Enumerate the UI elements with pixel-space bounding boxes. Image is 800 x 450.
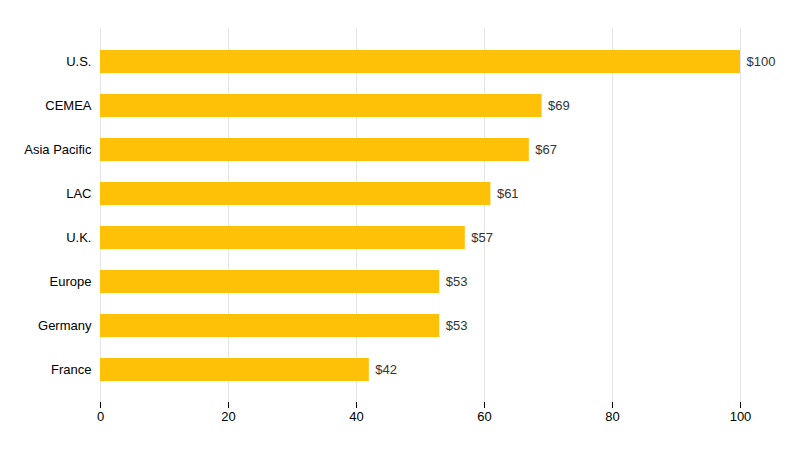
- svg-text:$100: $100: [747, 54, 776, 69]
- svg-text:$67: $67: [535, 142, 557, 157]
- svg-text:$53: $53: [446, 318, 468, 333]
- svg-text:40: 40: [349, 409, 363, 424]
- svg-text:LAC: LAC: [66, 186, 91, 201]
- svg-text:$61: $61: [497, 186, 519, 201]
- svg-text:Europe: Europe: [50, 274, 92, 289]
- svg-text:$53: $53: [446, 274, 468, 289]
- svg-text:U.K.: U.K.: [66, 230, 91, 245]
- svg-text:CEMEA: CEMEA: [45, 98, 92, 113]
- svg-text:80: 80: [605, 409, 619, 424]
- svg-text:Germany: Germany: [38, 318, 92, 333]
- svg-text:$57: $57: [471, 230, 493, 245]
- svg-text:0: 0: [97, 409, 104, 424]
- svg-text:France: France: [51, 362, 91, 377]
- svg-text:Asia Pacific: Asia Pacific: [24, 142, 92, 157]
- svg-text:$69: $69: [548, 98, 570, 113]
- svg-text:U.S.: U.S.: [66, 54, 91, 69]
- svg-text:$42: $42: [375, 362, 397, 377]
- svg-text:100: 100: [730, 409, 752, 424]
- svg-text:20: 20: [221, 409, 235, 424]
- svg-text:60: 60: [477, 409, 491, 424]
